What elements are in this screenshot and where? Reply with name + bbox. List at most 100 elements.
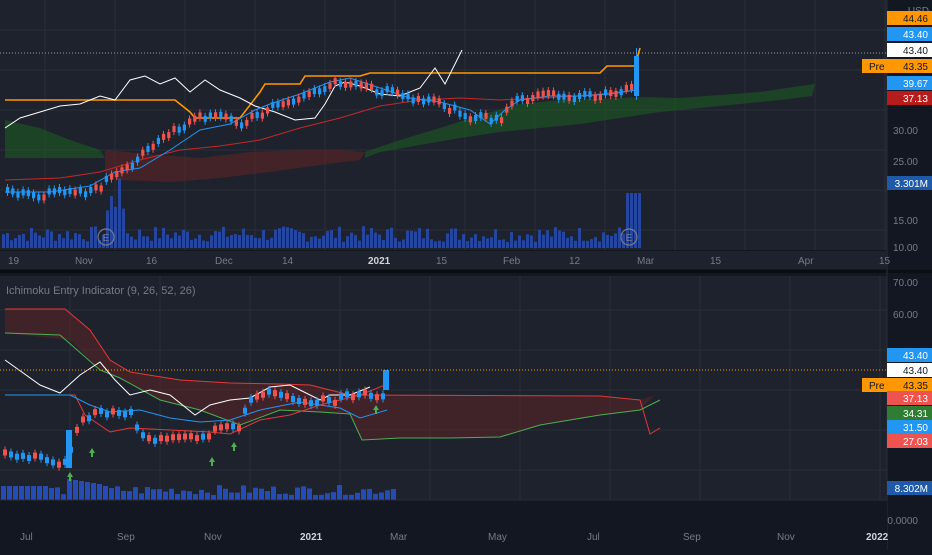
candle-down xyxy=(599,94,602,100)
volume-bar xyxy=(286,227,289,248)
candle-up xyxy=(22,189,25,195)
volume-bar xyxy=(446,233,449,248)
volume-bar xyxy=(638,193,641,248)
candle-up xyxy=(401,93,404,99)
candle-down xyxy=(214,112,217,118)
volume-bar xyxy=(358,241,361,248)
volume-bar xyxy=(73,480,78,500)
volume-bar xyxy=(210,235,213,248)
candle-up xyxy=(27,190,30,196)
volume-bar xyxy=(214,231,217,248)
volume-bar xyxy=(169,489,174,500)
candle-down xyxy=(261,113,264,119)
candle-up xyxy=(9,452,13,458)
candle-down xyxy=(334,78,337,84)
volume-bar xyxy=(31,486,36,500)
candle-down xyxy=(167,132,170,138)
candle-down xyxy=(33,453,37,459)
volume-bar xyxy=(166,234,169,248)
candle-down xyxy=(183,434,187,440)
volume-bar xyxy=(338,227,341,248)
volume-bar xyxy=(614,233,617,248)
candle-down xyxy=(188,118,191,124)
time-tick: Sep xyxy=(683,532,701,543)
candle-up xyxy=(406,93,409,99)
volume-bar xyxy=(283,494,288,500)
volume-bar xyxy=(367,489,372,500)
candle-up xyxy=(422,98,425,104)
candle-down xyxy=(448,108,451,114)
candle-down xyxy=(349,81,352,87)
indicator-title[interactable]: Ichimoku Entry Indicator (9, 26, 52, 26) xyxy=(6,285,196,297)
volume-bar xyxy=(163,492,168,500)
candle-up xyxy=(578,93,581,99)
volume-bar xyxy=(301,486,306,500)
candle-down xyxy=(375,394,379,400)
candle-down xyxy=(245,120,248,126)
volume-bar xyxy=(50,231,53,248)
volume-bar xyxy=(355,493,360,500)
candle-up xyxy=(386,86,389,92)
volume-bar xyxy=(229,493,234,500)
candle-up xyxy=(249,397,253,403)
volume-bar xyxy=(138,230,141,248)
candle-down xyxy=(237,425,241,431)
candle-down xyxy=(193,116,196,122)
pre-label: Pre xyxy=(869,381,885,392)
volume-bar xyxy=(199,490,204,500)
volume-bar xyxy=(222,227,225,248)
candle-down xyxy=(321,395,325,401)
candle-down xyxy=(120,167,123,173)
time-tick: Nov xyxy=(204,532,222,543)
candle-down xyxy=(147,435,151,441)
candle-down xyxy=(333,400,337,406)
candle-down xyxy=(126,164,129,170)
volume-bar xyxy=(94,226,97,248)
volume-bar xyxy=(313,495,318,500)
volume-bar xyxy=(121,491,126,500)
time-tick: Dec xyxy=(215,256,233,267)
candle-up xyxy=(412,97,415,103)
candle-up xyxy=(562,94,565,100)
volume-bar xyxy=(610,236,613,248)
candle-down xyxy=(235,120,238,126)
candle-up xyxy=(146,146,149,152)
volume-bar xyxy=(337,485,342,500)
candle-up xyxy=(89,187,92,193)
earnings-marker-label: E xyxy=(626,233,633,244)
candle-up xyxy=(453,105,456,111)
top-pane-area[interactable] xyxy=(0,0,887,250)
candle-down xyxy=(609,90,612,96)
volume-bar xyxy=(462,234,465,248)
volume-bar xyxy=(91,483,96,500)
pane-separator[interactable] xyxy=(0,270,932,273)
candle-up xyxy=(369,393,373,399)
candle-up xyxy=(391,87,394,93)
volume-bar xyxy=(414,231,417,248)
candle-down xyxy=(469,116,472,122)
volume-bar xyxy=(38,235,41,248)
volume-bar xyxy=(295,488,300,500)
volume-bar xyxy=(97,484,102,500)
volume-bar xyxy=(602,232,605,248)
candle-up xyxy=(620,89,623,95)
volume-bar xyxy=(58,234,61,248)
volume-bar xyxy=(598,242,601,248)
volume-bar xyxy=(442,242,445,248)
volume-bar xyxy=(346,236,349,248)
volume-bar xyxy=(454,229,457,248)
volume-bar xyxy=(115,486,120,500)
volume-bar xyxy=(294,230,297,248)
price-tag-label: 39.67 xyxy=(903,79,928,90)
candle-up xyxy=(256,112,259,118)
volume-bar xyxy=(550,237,553,248)
candle-down xyxy=(74,189,77,195)
candle-down xyxy=(484,113,487,119)
candle-up xyxy=(45,457,49,463)
candle-up xyxy=(48,188,51,194)
volume-bar xyxy=(366,235,369,248)
candle-down xyxy=(287,99,290,105)
volume-bar xyxy=(265,491,270,500)
